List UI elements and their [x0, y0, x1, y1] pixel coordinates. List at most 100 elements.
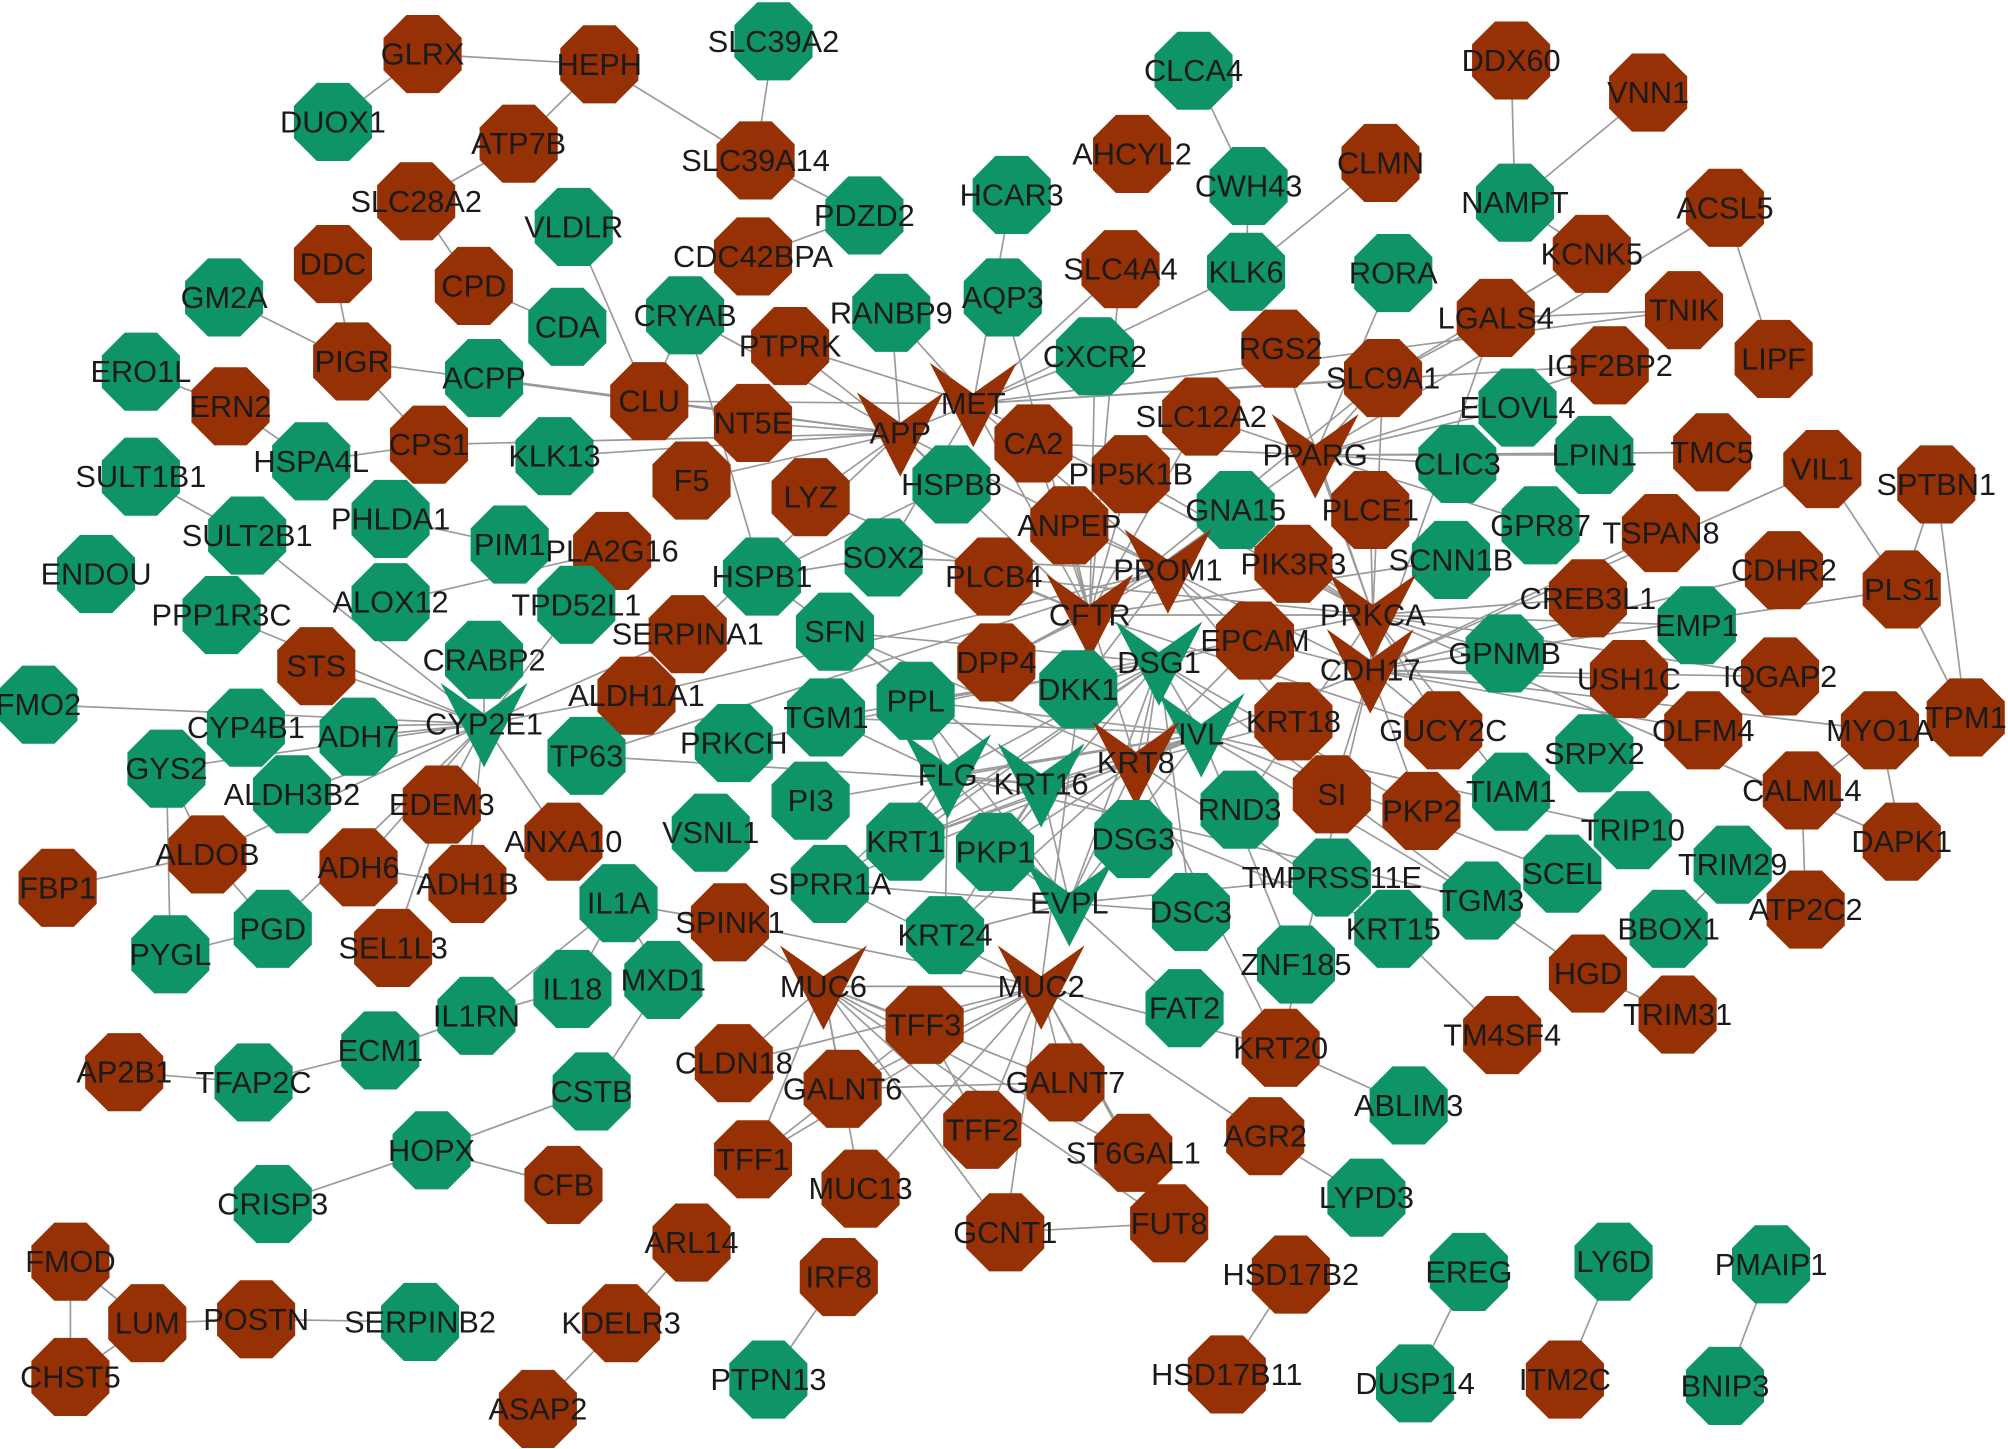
node-scnn1b[interactable] — [1411, 520, 1490, 599]
node-ptpn13[interactable] — [729, 1340, 808, 1419]
node-epcam[interactable] — [1215, 601, 1295, 680]
node-fut8[interactable] — [1130, 1184, 1209, 1263]
node-pdzd2[interactable] — [825, 176, 904, 255]
node-chst5[interactable] — [31, 1337, 110, 1417]
node-sult2b1[interactable] — [208, 496, 287, 575]
node-tp63[interactable] — [547, 716, 626, 795]
node-klk6[interactable] — [1206, 232, 1286, 311]
node-aldh1a1[interactable] — [597, 656, 676, 735]
node-ranbp9[interactable] — [852, 273, 931, 352]
node-znf185[interactable] — [1256, 925, 1336, 1004]
node-st6gal1[interactable] — [1094, 1113, 1173, 1192]
node-galnt6[interactable] — [803, 1049, 882, 1128]
node-bnip3[interactable] — [1685, 1346, 1765, 1425]
node-pygl[interactable] — [131, 915, 210, 994]
node-pik3r3[interactable] — [1254, 524, 1333, 603]
node-spink1[interactable] — [690, 883, 770, 962]
node-prkch[interactable] — [694, 704, 773, 783]
node-nampt[interactable] — [1475, 163, 1555, 242]
node-plce1[interactable] — [1331, 470, 1410, 550]
node-adh1b[interactable] — [428, 844, 507, 923]
node-aqp3[interactable] — [963, 258, 1042, 337]
node-sel1l3[interactable] — [354, 908, 433, 988]
node-cpd[interactable] — [434, 246, 513, 325]
node-serpina1[interactable] — [648, 595, 727, 674]
node-anpep[interactable] — [1030, 486, 1109, 565]
node-krt20[interactable] — [1241, 1008, 1320, 1087]
node-ush1c[interactable] — [1589, 639, 1668, 719]
node-adh6[interactable] — [319, 828, 398, 907]
node-krt1[interactable] — [866, 802, 945, 881]
node-ddx60[interactable] — [1472, 21, 1551, 100]
node-lypd3[interactable] — [1327, 1158, 1406, 1237]
node-rora[interactable] — [1354, 234, 1433, 313]
node-vsnl1[interactable] — [671, 793, 750, 872]
node-app[interactable] — [856, 392, 944, 477]
node-lyz[interactable] — [771, 458, 850, 537]
node-prkca[interactable] — [1329, 574, 1417, 659]
node-si[interactable] — [1292, 755, 1371, 834]
node-clic3[interactable] — [1418, 424, 1497, 503]
node-arl14[interactable] — [652, 1203, 731, 1282]
node-tfap2c[interactable] — [214, 1043, 293, 1122]
node-bbox1[interactable] — [1629, 889, 1708, 968]
node-adh7[interactable] — [319, 697, 398, 776]
node-atp7b[interactable] — [479, 104, 558, 183]
node-hspa4l[interactable] — [272, 422, 351, 501]
node-slc39a14[interactable] — [716, 121, 795, 200]
node-kcnk5[interactable] — [1552, 214, 1631, 293]
node-aldh3b2[interactable] — [252, 755, 332, 834]
node-crisp3[interactable] — [233, 1165, 312, 1244]
node-tm4sf4[interactable] — [1463, 995, 1542, 1075]
node-dsg3[interactable] — [1094, 800, 1173, 879]
node-fbp1[interactable] — [18, 848, 97, 927]
node-pigr[interactable] — [313, 322, 392, 401]
node-fmod[interactable] — [31, 1222, 110, 1301]
node-trip10[interactable] — [1593, 791, 1672, 870]
node-cftr[interactable] — [1046, 574, 1134, 659]
node-prom1[interactable] — [1124, 529, 1212, 614]
node-cdh17[interactable] — [1326, 629, 1414, 714]
node-fmo2[interactable] — [0, 665, 78, 744]
node-hopx[interactable] — [392, 1111, 471, 1190]
node-gm2a[interactable] — [185, 258, 264, 337]
node-ly6d[interactable] — [1574, 1222, 1653, 1301]
node-clu[interactable] — [610, 362, 689, 441]
node-il1a[interactable] — [579, 864, 658, 943]
node-fat2[interactable] — [1145, 969, 1224, 1048]
node-krt24[interactable] — [906, 896, 985, 975]
node-sox2[interactable] — [844, 518, 923, 597]
node-gcnt1[interactable] — [966, 1193, 1045, 1272]
node-crabp2[interactable] — [445, 620, 524, 699]
node-tgm3[interactable] — [1442, 861, 1521, 940]
node-heph[interactable] — [560, 25, 639, 104]
node-pmaip1[interactable] — [1732, 1225, 1811, 1304]
node-cryab[interactable] — [646, 276, 725, 355]
node-lum[interactable] — [108, 1284, 187, 1363]
node-ablim3[interactable] — [1369, 1066, 1448, 1145]
node-vldlr[interactable] — [534, 187, 613, 267]
node-dpp4[interactable] — [957, 623, 1036, 702]
node-krt15[interactable] — [1354, 889, 1433, 968]
node-slc12a2[interactable] — [1162, 377, 1241, 456]
node-pparg[interactable] — [1271, 413, 1359, 499]
node-cps1[interactable] — [389, 405, 469, 484]
node-gpr87[interactable] — [1501, 486, 1580, 565]
node-ereg[interactable] — [1429, 1232, 1508, 1312]
node-il1rn[interactable] — [437, 976, 516, 1055]
node-nt5e[interactable] — [713, 383, 793, 462]
node-srpx2[interactable] — [1555, 714, 1634, 793]
node-met[interactable] — [929, 362, 1017, 448]
node-slc9a1[interactable] — [1344, 339, 1423, 418]
node-il18[interactable] — [533, 949, 612, 1029]
node-klk13[interactable] — [515, 417, 594, 496]
node-pgd[interactable] — [233, 889, 312, 968]
node-ca2[interactable] — [994, 404, 1073, 483]
node-dsg1[interactable] — [1115, 621, 1203, 706]
node-edem3[interactable] — [402, 765, 481, 844]
node-hspb8[interactable] — [912, 445, 991, 524]
node-cldn18[interactable] — [694, 1024, 773, 1103]
node-cwh43[interactable] — [1209, 146, 1288, 226]
node-pi3[interactable] — [771, 761, 850, 840]
node-ahcyl2[interactable] — [1093, 114, 1172, 194]
